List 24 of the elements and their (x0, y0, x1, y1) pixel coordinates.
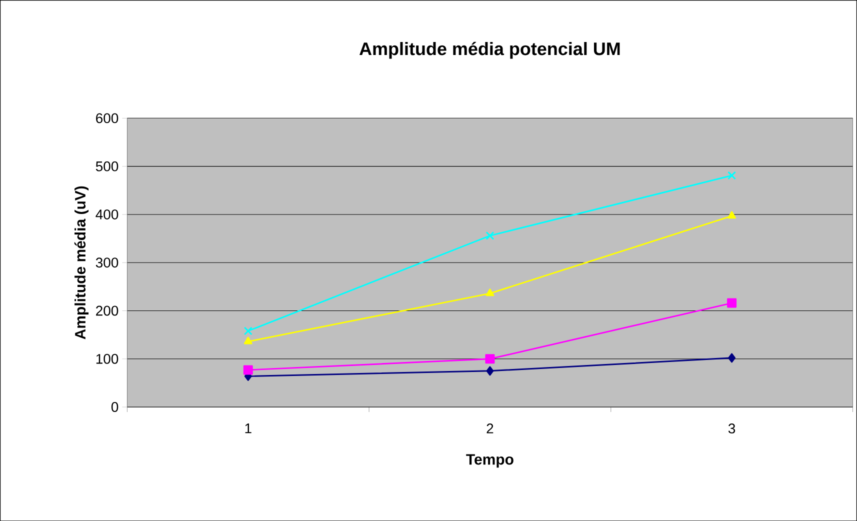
chart-title: Amplitude média potencial UM (359, 42, 620, 59)
point (486, 231, 494, 240)
y-tick-label: 0 (111, 402, 118, 412)
y-tick-label: 200 (96, 306, 118, 316)
point (244, 336, 252, 344)
x-tick-label: 3 (728, 423, 736, 434)
x-tick-label: 1 (245, 423, 252, 434)
y-tick-label: 400 (96, 209, 118, 220)
y-tick-label: 300 (96, 258, 118, 268)
point (728, 353, 736, 363)
point (486, 366, 494, 376)
y-tick-label: 600 (96, 113, 118, 124)
point (243, 365, 253, 375)
point (486, 288, 494, 296)
point (728, 211, 736, 219)
x-axis-title: Tempo (466, 454, 514, 468)
point (728, 171, 736, 180)
point (244, 326, 252, 336)
y-tick-label: 100 (96, 354, 118, 364)
y-tick-label: 500 (96, 161, 118, 172)
point (727, 298, 737, 308)
point (485, 354, 495, 364)
y-axis-title: Amplitude média (uV) (74, 186, 89, 340)
x-tick-label: 2 (486, 423, 494, 434)
